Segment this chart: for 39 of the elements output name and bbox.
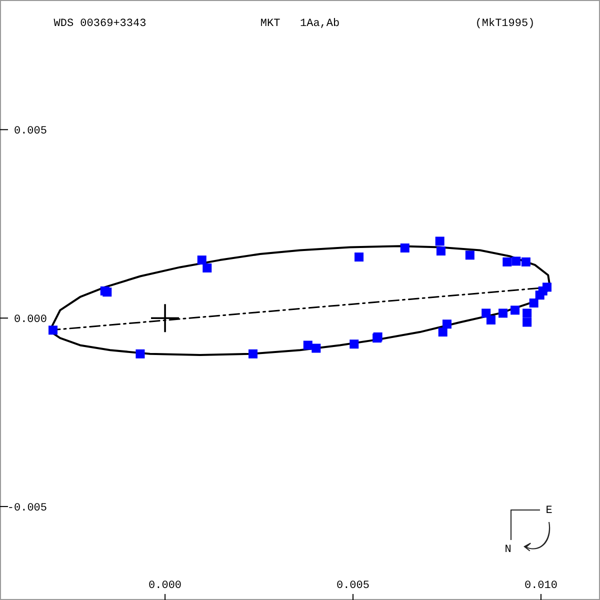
point xyxy=(435,236,444,246)
point xyxy=(197,256,206,265)
point xyxy=(502,257,512,266)
x-tick-label: 0.010 xyxy=(524,580,558,592)
point xyxy=(465,250,474,260)
point xyxy=(522,308,532,318)
point xyxy=(482,308,491,318)
point xyxy=(151,304,180,332)
point xyxy=(48,326,58,335)
point xyxy=(400,243,410,252)
point xyxy=(442,320,452,329)
point xyxy=(522,318,532,327)
point xyxy=(354,252,364,262)
text: MKT 1Aa,Ab xyxy=(260,18,340,30)
y-tick-label: 0.000 xyxy=(14,314,47,326)
y-tick-label: 0.005 xyxy=(14,126,47,138)
point xyxy=(312,344,321,353)
x-tick-label: 0.000 xyxy=(148,580,182,592)
point xyxy=(350,340,359,349)
point xyxy=(248,349,258,358)
point xyxy=(529,298,538,308)
point xyxy=(512,256,521,266)
point xyxy=(542,282,552,292)
point xyxy=(303,340,312,350)
point xyxy=(498,308,508,318)
y-tick-label: -0.005 xyxy=(7,502,47,515)
annotation: E xyxy=(546,505,553,517)
point xyxy=(510,306,520,315)
x-tick-label: 0.005 xyxy=(336,580,370,592)
point xyxy=(438,328,448,337)
text: WDS 00369+3343 xyxy=(54,18,146,30)
annotation: N xyxy=(504,544,512,556)
point xyxy=(136,349,145,358)
point xyxy=(436,246,446,256)
point xyxy=(202,263,212,272)
point xyxy=(102,288,112,297)
annotation: (MkT1995) xyxy=(475,18,535,30)
point xyxy=(521,257,530,266)
point xyxy=(486,315,496,324)
